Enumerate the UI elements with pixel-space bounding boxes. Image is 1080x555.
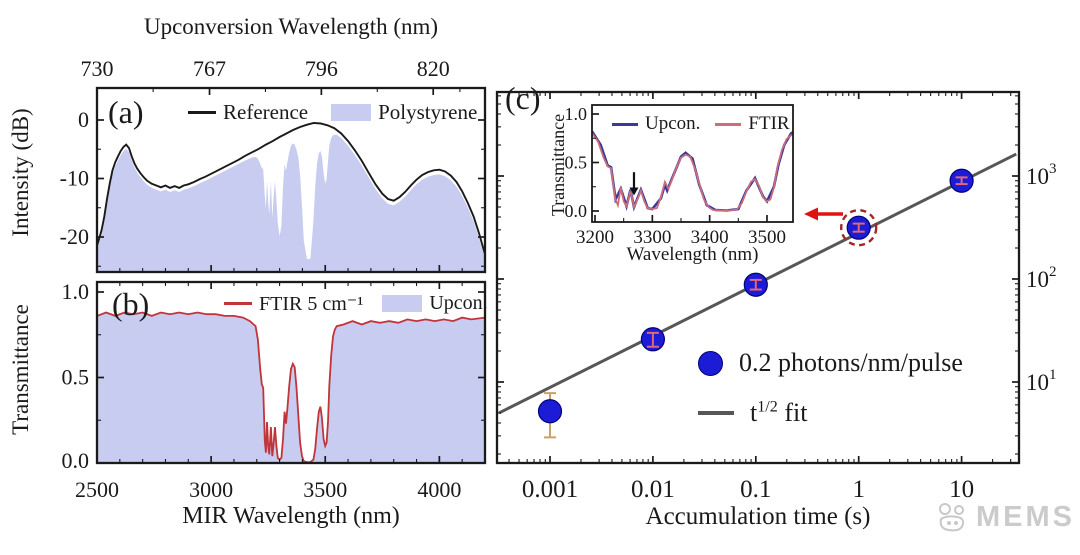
panel-c-legend-points-row: 0.2 photons/nm/pulse [698,348,963,378]
axis-ticks [549,456,963,463]
axis-ticks [478,119,485,238]
inset-legend: Upcon. FTIR [612,113,790,135]
polystyrene-area [97,134,485,272]
inset-ftir-legend-label: FTIR [748,113,790,134]
accumulation-time-tick-label: 10 [949,476,974,503]
points-legend-label: 0.2 photons/nm/pulse [739,348,963,377]
panel-b-y-axis-title: Transmittance [8,304,33,435]
polystyrene-legend-label: Polystyrene [378,100,478,124]
inset-transmittance-tick-label: 1.0 [565,104,588,124]
axis-ticks [97,119,104,238]
error-bar [646,331,659,348]
axis-ticks [497,175,504,383]
reference-line [97,121,485,255]
intensity-tick-label: -10 [60,166,89,191]
inset-ftir-line [592,132,793,212]
intensity-tick-label: 0 [78,107,89,132]
accumulation-time-tick-label: 0.01 [631,476,675,503]
intensity-tick-label: -20 [60,224,89,249]
transmittance-tick-label: 0.5 [62,365,90,390]
error-bar [955,176,968,186]
inset-wavelength-tick-label: 3500 [748,227,786,248]
upcon-area [97,312,485,463]
inset-upcon-legend-label: Upcon. [645,113,701,134]
data-point-swatch [698,350,723,376]
inset-upcon-swatch [612,122,638,126]
panel-b-frame [95,280,487,465]
top-axis-title: Upconversion Wavelength (nm) [143,14,439,39]
upconversion-tick-label: 796 [305,56,338,81]
fit-line-swatch [698,411,734,415]
inset-frame [591,104,794,223]
panel-c-legend-fit-row: t1/2 fit [698,398,963,428]
panel-b-label: (b) [112,286,150,322]
inset-transmittance-tick-label: 0.5 [565,153,588,173]
accumulation-time-tick-label: 0.1 [740,476,771,503]
red-annotation-arrow [804,207,843,221]
panel-b-legend: FTIR 5 cm⁻¹ Upcon. [224,291,488,316]
mems-watermark-text: MEMS [976,500,1075,533]
mir-wavelength-tick-label: 4000 [417,477,461,502]
upconversion-tick-label: 730 [81,56,114,81]
transmittance-tick-label: 0.0 [62,448,90,473]
mems-logo-icon [939,503,965,532]
polystyrene-fill-swatch [331,104,372,121]
axis-ticks [1012,175,1019,383]
mir-wavelength-tick-label: 2500 [75,477,119,502]
panel-a-legend: Reference Polystyrene [188,100,477,125]
ftir-line [97,311,485,463]
inset-black-arrow [629,172,639,196]
accumulation-time-tick-label: 1 [852,476,865,503]
ftir-legend-label: FTIR 5 cm⁻¹ [259,293,364,315]
upcon-fill-swatch [382,295,423,312]
counts-tick-label: 103 [1026,161,1057,189]
mir-wavelength-tick-label: 3000 [189,477,233,502]
axis-ticks [549,92,963,99]
transmittance-tick-label: 1.0 [62,279,90,304]
upcon-legend-label: Upcon. [429,292,488,314]
ftir-line-swatch [224,302,252,305]
upconversion-tick-label: 820 [417,56,450,81]
inset-wavelength-tick-label: 3300 [633,227,671,248]
error-bar [852,222,865,233]
axis-ticks [592,113,599,212]
panel-a-frame [95,86,487,274]
panel-c-label: (c) [505,80,541,116]
axis-ticks [594,215,768,222]
reference-legend-label: Reference [223,100,309,124]
upconversion-tick-label: 767 [193,56,226,81]
reference-line-swatch [188,111,216,114]
accumulation-time-tick-label: 0.001 [522,476,578,503]
counts-tick-label: 101 [1026,367,1057,395]
fit-legend-label: t1/2 fit [750,398,808,427]
counts-tick-label: 102 [1026,264,1057,292]
inset-transmittance-tick-label: 0.0 [565,201,588,221]
panel-a-y-axis-title: Intensity (dB) [8,108,33,237]
inset-x-axis-title: Wavelength (nm) [626,244,759,265]
inset-wavelength-tick-label: 3200 [576,227,614,248]
panel-c-frame [495,90,1021,465]
inset-y-axis-title: Transmittance [548,113,568,217]
panel-b-x-axis-title: MIR Wavelength (nm) [182,503,400,529]
highlight-dashed-circle [840,208,878,247]
inset-ftir-swatch [715,122,742,126]
panel-c-legend: 0.2 photons/nm/pulse t1/2 fit [698,348,963,428]
mems-watermark: MEMS [933,497,1075,537]
mir-wavelength-tick-label: 3500 [303,477,347,502]
panel-a-label: (a) [108,94,144,130]
panel-c-x-axis-title: Accumulation time (s) [645,503,871,530]
error-bar [749,278,762,291]
data-point [537,399,563,424]
inset-wavelength-tick-label: 3400 [691,227,729,248]
